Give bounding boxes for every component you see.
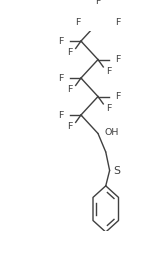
Text: F: F xyxy=(95,0,101,6)
Text: F: F xyxy=(115,18,120,27)
Text: F: F xyxy=(115,92,120,101)
Text: OH: OH xyxy=(105,128,119,137)
Text: F: F xyxy=(67,85,72,95)
Text: F: F xyxy=(115,55,120,64)
Text: F: F xyxy=(107,104,112,113)
Text: F: F xyxy=(59,74,64,83)
Text: F: F xyxy=(67,122,72,131)
Text: S: S xyxy=(113,167,120,176)
Text: F: F xyxy=(59,37,64,46)
Text: F: F xyxy=(67,48,72,57)
Text: F: F xyxy=(107,67,112,76)
Text: F: F xyxy=(59,111,64,119)
Text: F: F xyxy=(76,18,81,27)
